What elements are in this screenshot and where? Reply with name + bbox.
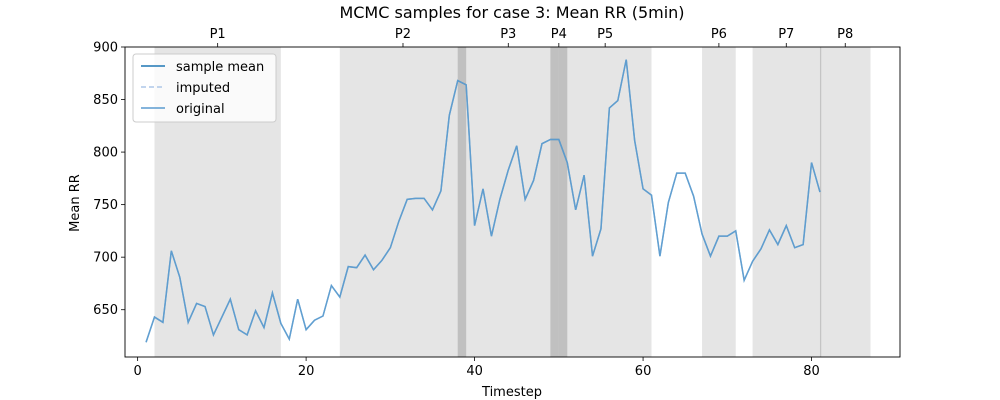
period-label: P5 xyxy=(597,27,613,42)
period-overlap xyxy=(457,47,467,357)
period-labels: P1 P2 P3 P4 P5 P6 P7 P8 xyxy=(210,27,853,47)
period-label: P1 xyxy=(210,27,226,42)
y-tick-label: 650 xyxy=(93,303,118,318)
series-line-original xyxy=(145,59,821,343)
chart-title: MCMC samples for case 3: Mean RR (5min) xyxy=(339,3,684,22)
period-label: P2 xyxy=(395,27,411,42)
period-label: P6 xyxy=(711,27,727,42)
legend-box xyxy=(132,53,277,123)
period-label: P8 xyxy=(837,27,853,42)
x-tick-label: 40 xyxy=(466,364,483,379)
y-tick-label: 700 xyxy=(93,251,118,266)
axes-frame xyxy=(124,46,901,358)
legend-label-original: original xyxy=(176,102,225,117)
period-overlap xyxy=(550,47,559,357)
period-overlap xyxy=(819,47,822,357)
period-shade-p7 xyxy=(752,47,820,357)
x-tick-label: 80 xyxy=(803,364,820,379)
x-axis-ticks: 0 20 40 60 80 xyxy=(133,357,820,379)
period-overlap xyxy=(558,47,568,357)
plot-frame xyxy=(124,46,901,358)
period-label: P7 xyxy=(778,27,794,42)
period-shade-p3 xyxy=(457,47,559,357)
series-lines xyxy=(145,59,821,343)
period-shade-p8 xyxy=(819,47,871,357)
y-tick-label: 800 xyxy=(93,146,118,161)
legend: sample mean imputed original xyxy=(132,53,277,123)
period-shade-p2 xyxy=(339,47,467,357)
y-tick-label: 900 xyxy=(93,41,118,56)
y-axis-ticks: 650 700 750 800 850 900 xyxy=(93,41,125,318)
x-tick-label: 60 xyxy=(635,364,652,379)
legend-label-imputed: imputed xyxy=(176,81,230,96)
period-shade-p5 xyxy=(558,47,652,357)
period-shade-p6 xyxy=(702,47,736,357)
y-axis-label: Mean RR xyxy=(68,174,83,232)
x-tick-label: 0 xyxy=(133,364,141,379)
period-label: P4 xyxy=(551,27,567,42)
x-axis-label: Timestep xyxy=(481,385,542,400)
y-tick-label: 850 xyxy=(93,93,118,108)
legend-label-sample-mean: sample mean xyxy=(176,60,264,75)
y-tick-label: 750 xyxy=(93,198,118,213)
period-label: P3 xyxy=(500,27,516,42)
x-tick-label: 20 xyxy=(298,364,315,379)
